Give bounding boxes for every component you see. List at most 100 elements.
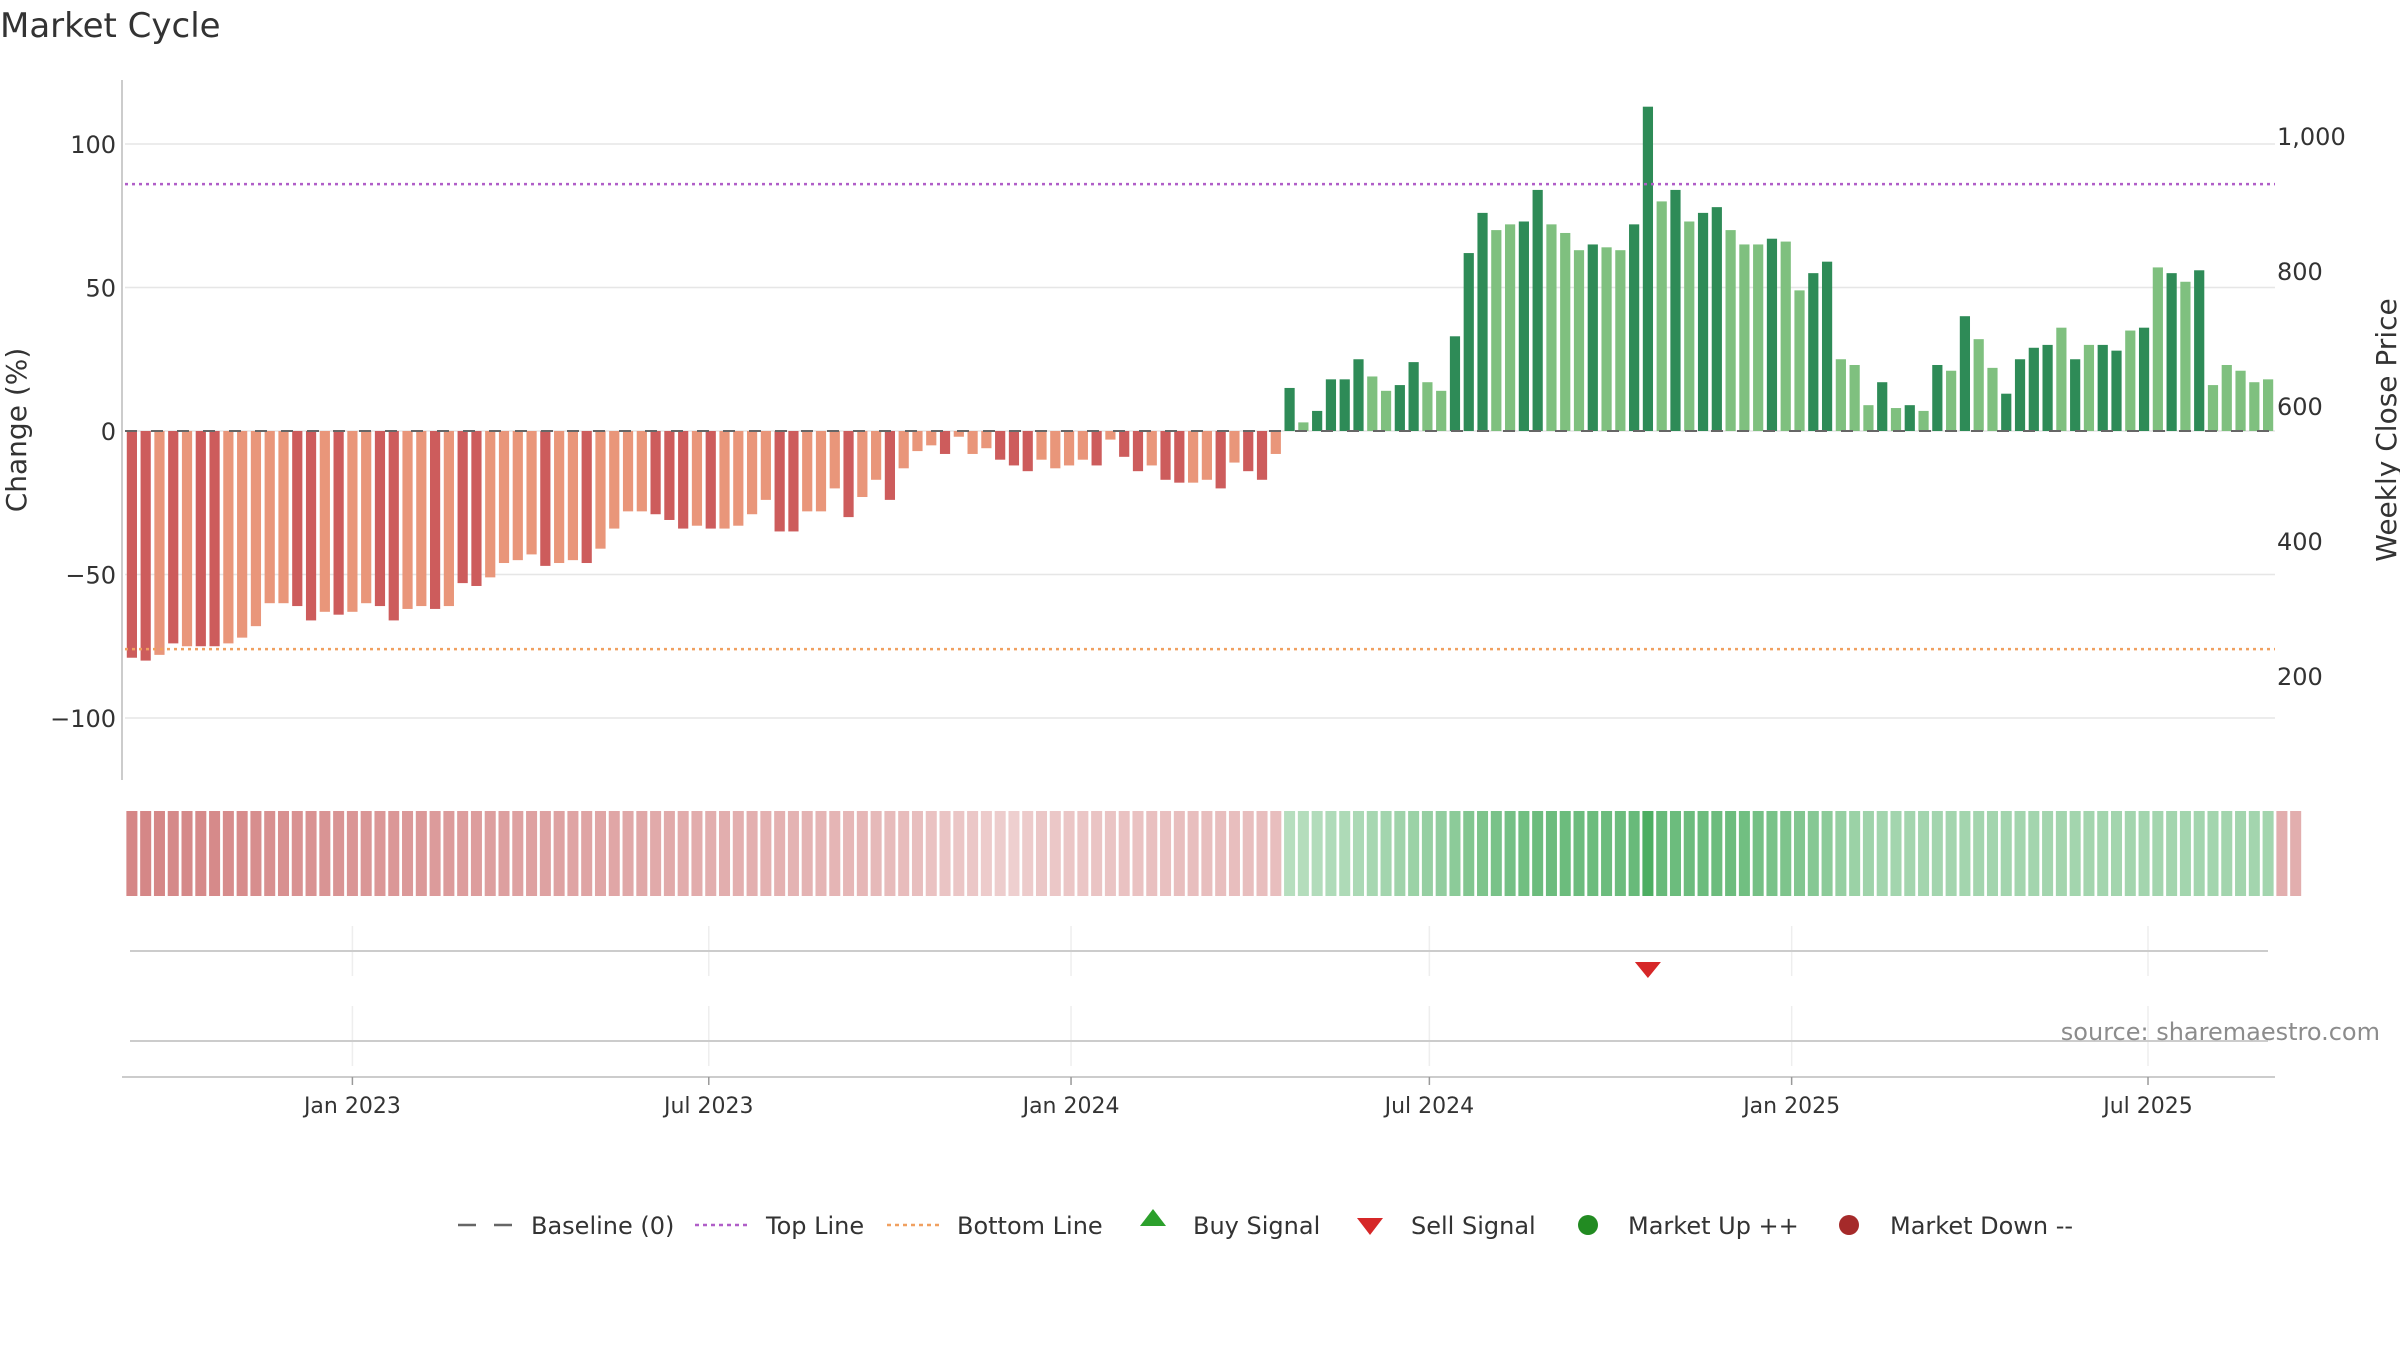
strip-cell	[1807, 811, 1819, 896]
strip-cell	[939, 811, 951, 896]
bar	[1504, 224, 1516, 431]
chart-title: Market Cycle	[0, 6, 221, 46]
bar	[1380, 390, 1392, 431]
strip-cell	[967, 811, 979, 896]
strip-cell	[1601, 811, 1613, 896]
bar	[802, 431, 813, 512]
strip-cell	[1504, 811, 1516, 896]
bar	[1697, 212, 1709, 431]
bar	[1298, 422, 1309, 431]
strip-cell	[2000, 811, 2012, 896]
bar	[1188, 431, 1199, 483]
strip-cell	[884, 811, 896, 896]
strip-cell	[1394, 811, 1406, 896]
bar	[1560, 232, 1571, 431]
bar	[1325, 379, 1337, 431]
bar	[664, 431, 675, 520]
strip-cell	[1876, 811, 1888, 896]
bar	[1518, 221, 1529, 431]
strip-cell	[1449, 811, 1461, 896]
y-tick-label-right: 600	[2277, 393, 2323, 421]
bar	[416, 431, 427, 607]
bar	[691, 431, 703, 526]
legend-item: Bottom Line	[887, 1212, 1103, 1240]
x-tick-label: Jan 2023	[302, 1094, 401, 1119]
strip-cell	[677, 811, 689, 896]
bar	[485, 431, 496, 578]
bar	[1160, 431, 1171, 480]
bar	[2111, 350, 2122, 431]
bar	[2056, 327, 2067, 431]
bar	[512, 431, 523, 561]
bar	[1821, 261, 1833, 431]
bar	[264, 431, 275, 604]
bar	[2221, 364, 2232, 431]
strip-cell	[1160, 811, 1172, 896]
strip-cell	[2028, 811, 2040, 896]
bar	[1256, 431, 1268, 480]
bar	[1022, 431, 1033, 472]
strip-cell	[195, 811, 207, 896]
x-tick-label: Jan 2024	[1021, 1094, 1120, 1119]
legend-item: Buy Signal	[1140, 1209, 1320, 1240]
bar	[1008, 431, 1020, 466]
bar	[1587, 244, 1598, 431]
strip-cell	[1380, 811, 1392, 896]
bar	[209, 431, 220, 647]
bar	[1201, 431, 1212, 480]
strip-cell	[1132, 811, 1144, 896]
bar	[1436, 390, 1447, 431]
strip-cell	[209, 811, 221, 896]
bar	[1449, 336, 1461, 431]
bar	[429, 431, 441, 609]
strip-cell	[2193, 811, 2205, 896]
strip-cell	[2110, 811, 2123, 896]
strip-cell	[1201, 811, 1213, 896]
bar	[195, 431, 206, 647]
bar	[1215, 431, 1226, 489]
legend-label: Market Down --	[1890, 1212, 2073, 1240]
strip-cell	[1049, 811, 1061, 896]
strip-cell	[953, 811, 965, 896]
bar	[733, 431, 744, 526]
bar	[347, 431, 358, 612]
strip-cell	[594, 811, 606, 896]
strip-cell	[346, 811, 358, 896]
strip-cell	[1518, 811, 1530, 896]
bar	[1863, 405, 1874, 431]
strip-cell	[1008, 811, 1020, 896]
strip-cell	[1890, 811, 1902, 896]
strip-cell	[980, 811, 992, 896]
bar	[1932, 364, 1943, 431]
bar	[2001, 393, 2012, 431]
strip-cell	[650, 811, 662, 896]
strip-cell	[1477, 811, 1489, 896]
bar	[595, 431, 606, 549]
bar	[1890, 408, 1902, 431]
strip-cell	[1628, 811, 1640, 896]
bar	[1146, 431, 1157, 466]
bar	[995, 431, 1006, 460]
bar	[457, 431, 468, 584]
strip-cell	[1421, 811, 1433, 896]
legend: Baseline (0) Top Line Bottom Line Buy Signa…	[458, 1209, 2073, 1240]
strip-cell	[484, 811, 496, 896]
bar	[1573, 250, 1585, 431]
strip-cell	[1849, 811, 1861, 896]
bar	[154, 431, 165, 655]
strip-cell	[1339, 811, 1351, 896]
strip-cell	[815, 811, 827, 896]
bar	[1284, 387, 1295, 431]
x-tick-label: Jul 2023	[662, 1094, 754, 1119]
legend-swatch-dot	[1578, 1215, 1598, 1235]
strip-cell	[732, 811, 744, 896]
bar	[719, 431, 730, 529]
bar	[1408, 362, 1419, 431]
strip-cell	[925, 811, 937, 896]
bar	[1491, 230, 1502, 431]
y-axis-label-left: Change (%)	[0, 348, 33, 513]
bar	[2014, 359, 2026, 431]
bar	[1684, 221, 1695, 431]
strip-cell	[470, 811, 482, 896]
strip-cell	[388, 811, 400, 896]
